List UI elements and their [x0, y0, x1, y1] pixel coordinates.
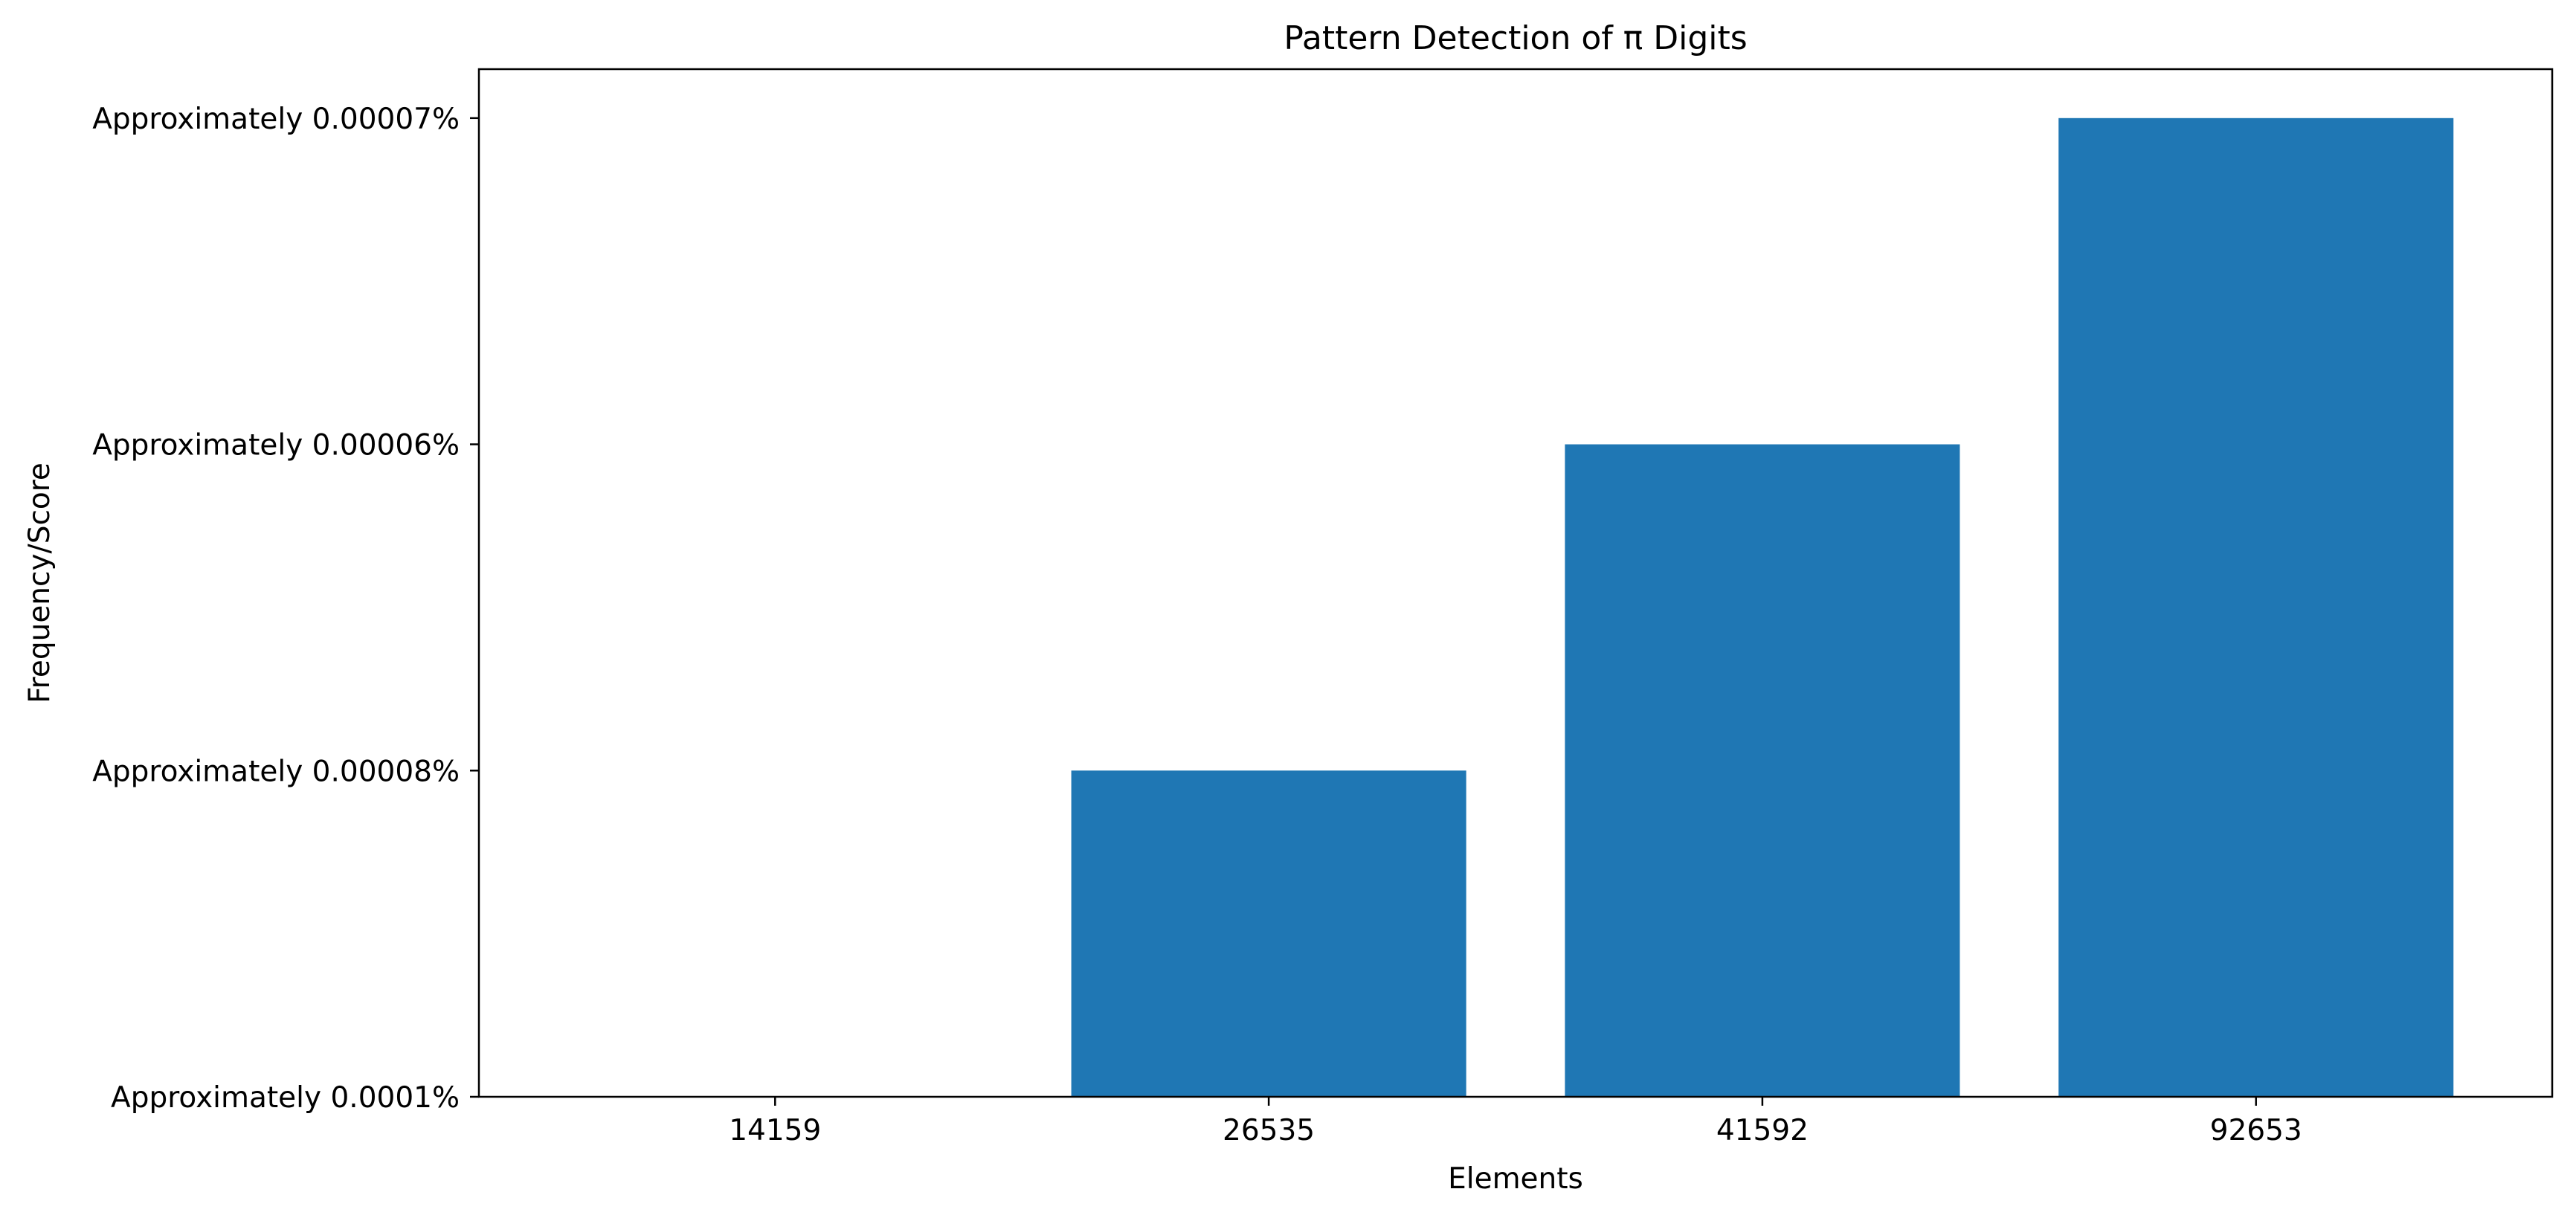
x-tick-label-92653: 92653 — [2210, 1114, 2302, 1147]
x-tick-label-41592: 41592 — [1716, 1114, 1809, 1147]
x-tick-label-26535: 26535 — [1223, 1114, 1315, 1147]
y-tick-label-0: Approximately 0.0001% — [111, 1081, 460, 1115]
y-axis: Approximately 0.0001% Approximately 0.000… — [92, 103, 479, 1115]
x-axis: 14159 26535 41592 92653 — [729, 1097, 2302, 1147]
bars-group — [1071, 117, 2454, 1097]
chart-title: Pattern Detection of π Digits — [1284, 19, 1747, 57]
y-tick-label-1: Approximately 0.00008% — [92, 755, 460, 788]
bar-26535 — [1071, 770, 1466, 1097]
x-tick-label-14159: 14159 — [729, 1114, 821, 1147]
y-tick-label-2: Approximately 0.00006% — [92, 429, 460, 463]
bar-92653 — [2058, 117, 2454, 1097]
bar-41592 — [1565, 444, 1960, 1097]
y-axis-label: Frequency/Score — [23, 463, 57, 703]
x-axis-label: Elements — [1448, 1162, 1583, 1196]
y-tick-label-3: Approximately 0.00007% — [92, 103, 460, 136]
plot-frame — [477, 68, 2554, 1098]
